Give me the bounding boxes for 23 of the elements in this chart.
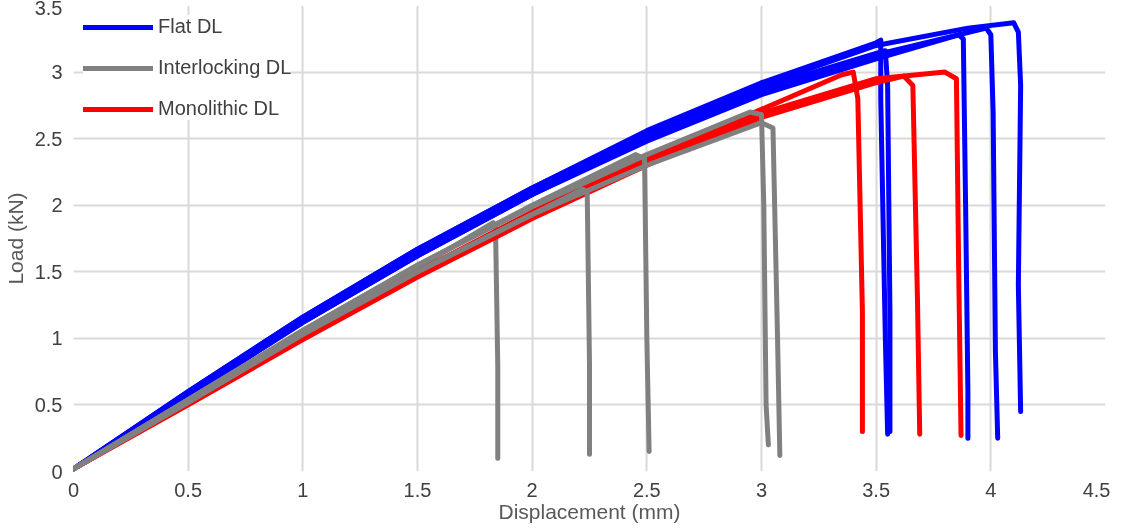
legend-label: Flat DL <box>158 15 223 38</box>
y-tick-label: 3.5 <box>34 0 63 19</box>
x-tick-label: 3.5 <box>862 478 891 501</box>
x-axis-title: Displacement (mm) <box>498 499 681 523</box>
legend-label: Monolithic DL <box>158 97 280 120</box>
y-tick-label: 0.5 <box>34 393 63 416</box>
x-tick-label: 0 <box>67 478 80 501</box>
x-tick-label: 1 <box>297 478 309 501</box>
y-tick-label: 2 <box>51 194 63 217</box>
y-tick-label: 2.5 <box>34 127 63 150</box>
x-tick-label: 1.5 <box>403 478 432 501</box>
x-tick-label: 0.5 <box>174 478 203 501</box>
y-tick-label: 1.5 <box>34 260 63 283</box>
y-tick-label: 3 <box>51 61 63 84</box>
x-tick-label: 4 <box>985 478 997 501</box>
x-tick-label: 2 <box>526 478 538 501</box>
x-tick-label: 3 <box>755 478 768 501</box>
x-tick-label: 4.5 <box>1082 478 1111 501</box>
legend-label: Interlocking DL <box>158 56 292 79</box>
y-tick-label: 0 <box>51 460 63 483</box>
y-axis-title: Load (kN) <box>3 192 27 285</box>
y-tick-label: 1 <box>51 327 63 350</box>
x-tick-label: 2.5 <box>632 478 661 501</box>
